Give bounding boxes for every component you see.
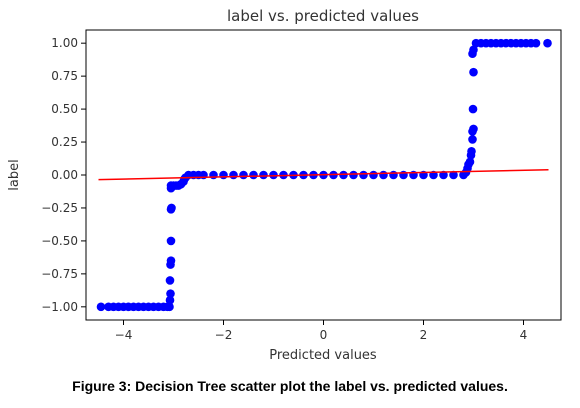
y-tick-label: −0.75 bbox=[41, 267, 78, 281]
data-point bbox=[249, 170, 258, 180]
data-point bbox=[468, 135, 477, 144]
data-point bbox=[229, 170, 238, 180]
data-point bbox=[449, 170, 458, 180]
y-tick-label: 0.50 bbox=[51, 102, 78, 116]
y-tick-label: 0.25 bbox=[51, 135, 78, 149]
figure-caption: Figure 3: Decision Tree scatter plot the… bbox=[72, 378, 508, 394]
data-points bbox=[96, 38, 552, 312]
y-tick-label: −0.25 bbox=[41, 201, 78, 215]
data-point bbox=[165, 295, 175, 305]
data-point bbox=[96, 302, 106, 312]
y-tick-label: 0.75 bbox=[51, 69, 78, 83]
regression-line bbox=[98, 168, 549, 181]
x-axis: −4 −2 0 2 4 bbox=[115, 320, 528, 342]
y-tick-label: 1.00 bbox=[51, 36, 78, 50]
data-point bbox=[239, 170, 248, 180]
chart-title: label vs. predicted values bbox=[227, 7, 419, 25]
y-tick-label: −1.00 bbox=[41, 300, 78, 314]
scatter-chart: label vs. predicted values 1.00 0.75 0.50 0… bbox=[7, 7, 562, 363]
data-point bbox=[369, 170, 378, 180]
data-point bbox=[469, 124, 478, 134]
data-point bbox=[269, 170, 278, 180]
fit-line bbox=[98, 168, 549, 181]
data-point bbox=[389, 170, 398, 180]
data-point bbox=[165, 302, 174, 312]
data-point bbox=[219, 170, 228, 180]
data-point bbox=[399, 170, 408, 180]
data-point bbox=[531, 38, 541, 48]
data-point bbox=[349, 170, 358, 180]
x-tick-label: 0 bbox=[320, 328, 328, 342]
data-point bbox=[166, 236, 176, 246]
data-point bbox=[468, 104, 478, 114]
data-point bbox=[167, 203, 176, 213]
data-point bbox=[469, 45, 478, 55]
x-tick-label: −2 bbox=[215, 328, 233, 342]
x-axis-label: Predicted values bbox=[269, 348, 377, 363]
data-point bbox=[379, 170, 388, 180]
data-point bbox=[543, 38, 552, 48]
data-point bbox=[166, 289, 175, 298]
x-tick-label: 4 bbox=[520, 328, 528, 342]
data-point bbox=[209, 170, 218, 180]
data-point bbox=[339, 170, 348, 180]
data-point bbox=[465, 157, 475, 167]
data-point bbox=[439, 170, 448, 180]
data-point bbox=[259, 170, 268, 180]
data-point bbox=[165, 276, 175, 285]
data-point bbox=[469, 67, 478, 77]
data-point bbox=[359, 170, 368, 180]
x-tick-label: −4 bbox=[115, 328, 133, 342]
x-tick-label: 2 bbox=[420, 328, 428, 342]
y-tick-label: 0.00 bbox=[51, 168, 78, 182]
y-tick-label: −0.50 bbox=[41, 234, 78, 248]
y-axis-label: label bbox=[7, 159, 22, 190]
data-point bbox=[467, 146, 476, 156]
y-axis: 1.00 0.75 0.50 0.25 0.00 −0.25 −0.50 −0.75 −1.00 bbox=[41, 36, 86, 314]
data-point bbox=[166, 256, 176, 265]
